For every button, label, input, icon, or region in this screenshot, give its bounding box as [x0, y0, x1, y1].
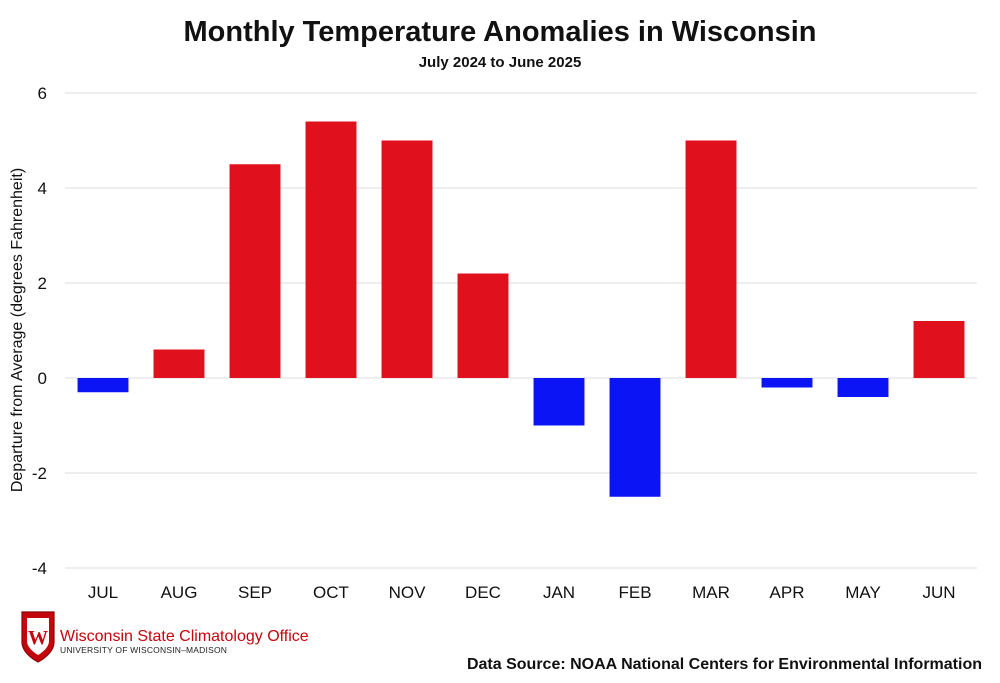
bar-jul — [77, 378, 129, 393]
bar-may — [837, 378, 889, 397]
x-tick-label-mar: MAR — [692, 583, 730, 602]
y-tick-label: 6 — [38, 84, 47, 103]
y-axis-label: Departure from Average (degrees Fahrenhe… — [9, 168, 26, 492]
grid-lines — [65, 92, 977, 569]
x-tick-label-jan: JAN — [543, 583, 575, 602]
x-tick-label-sep: SEP — [238, 583, 272, 602]
x-tick-label-dec: DEC — [465, 583, 501, 602]
x-tick-label-may: MAY — [845, 583, 881, 602]
bars — [77, 121, 965, 497]
x-tick-label-feb: FEB — [618, 583, 651, 602]
crest-inner-icon — [27, 618, 49, 655]
x-tick-label-aug: AUG — [161, 583, 198, 602]
bar-mar — [685, 140, 737, 378]
x-tick-label-nov: NOV — [389, 583, 427, 602]
logo: W Wisconsin State Climatology Office UNI… — [21, 611, 309, 663]
y-tick-label: 0 — [38, 369, 47, 388]
data-source: Data Source: NOAA National Centers for E… — [467, 656, 982, 673]
bar-nov — [381, 140, 433, 378]
bar-apr — [761, 378, 813, 388]
bar-dec — [457, 273, 509, 378]
chart-subtitle: July 2024 to June 2025 — [419, 54, 582, 71]
bar-oct — [305, 121, 357, 378]
y-tick-label: -2 — [32, 464, 47, 483]
x-axis-ticks: JUL AUG SEP OCT NOV DEC JAN FEB MAR APR MAY JUN — [88, 583, 956, 602]
x-tick-label-jul: JUL — [88, 583, 118, 602]
bar-feb — [609, 378, 661, 497]
y-tick-label: 2 — [38, 274, 47, 293]
x-tick-label-apr: APR — [770, 583, 805, 602]
bar-sep — [229, 164, 281, 378]
crest-letter: W — [28, 627, 48, 649]
bar-jan — [533, 378, 585, 426]
logo-name: Wisconsin State Climatology Office — [60, 628, 309, 645]
y-tick-label: -4 — [32, 559, 47, 578]
x-tick-label-oct: OCT — [313, 583, 349, 602]
y-axis-ticks: -4 -2 0 2 4 6 — [32, 84, 47, 578]
y-tick-label: 4 — [38, 179, 47, 198]
bar-jun — [913, 321, 965, 378]
chart-title: Monthly Temperature Anomalies in Wiscons… — [183, 16, 816, 48]
x-tick-label-jun: JUN — [922, 583, 955, 602]
logo-subname: UNIVERSITY OF WISCONSIN–MADISON — [60, 645, 227, 655]
bar-aug — [153, 349, 205, 378]
